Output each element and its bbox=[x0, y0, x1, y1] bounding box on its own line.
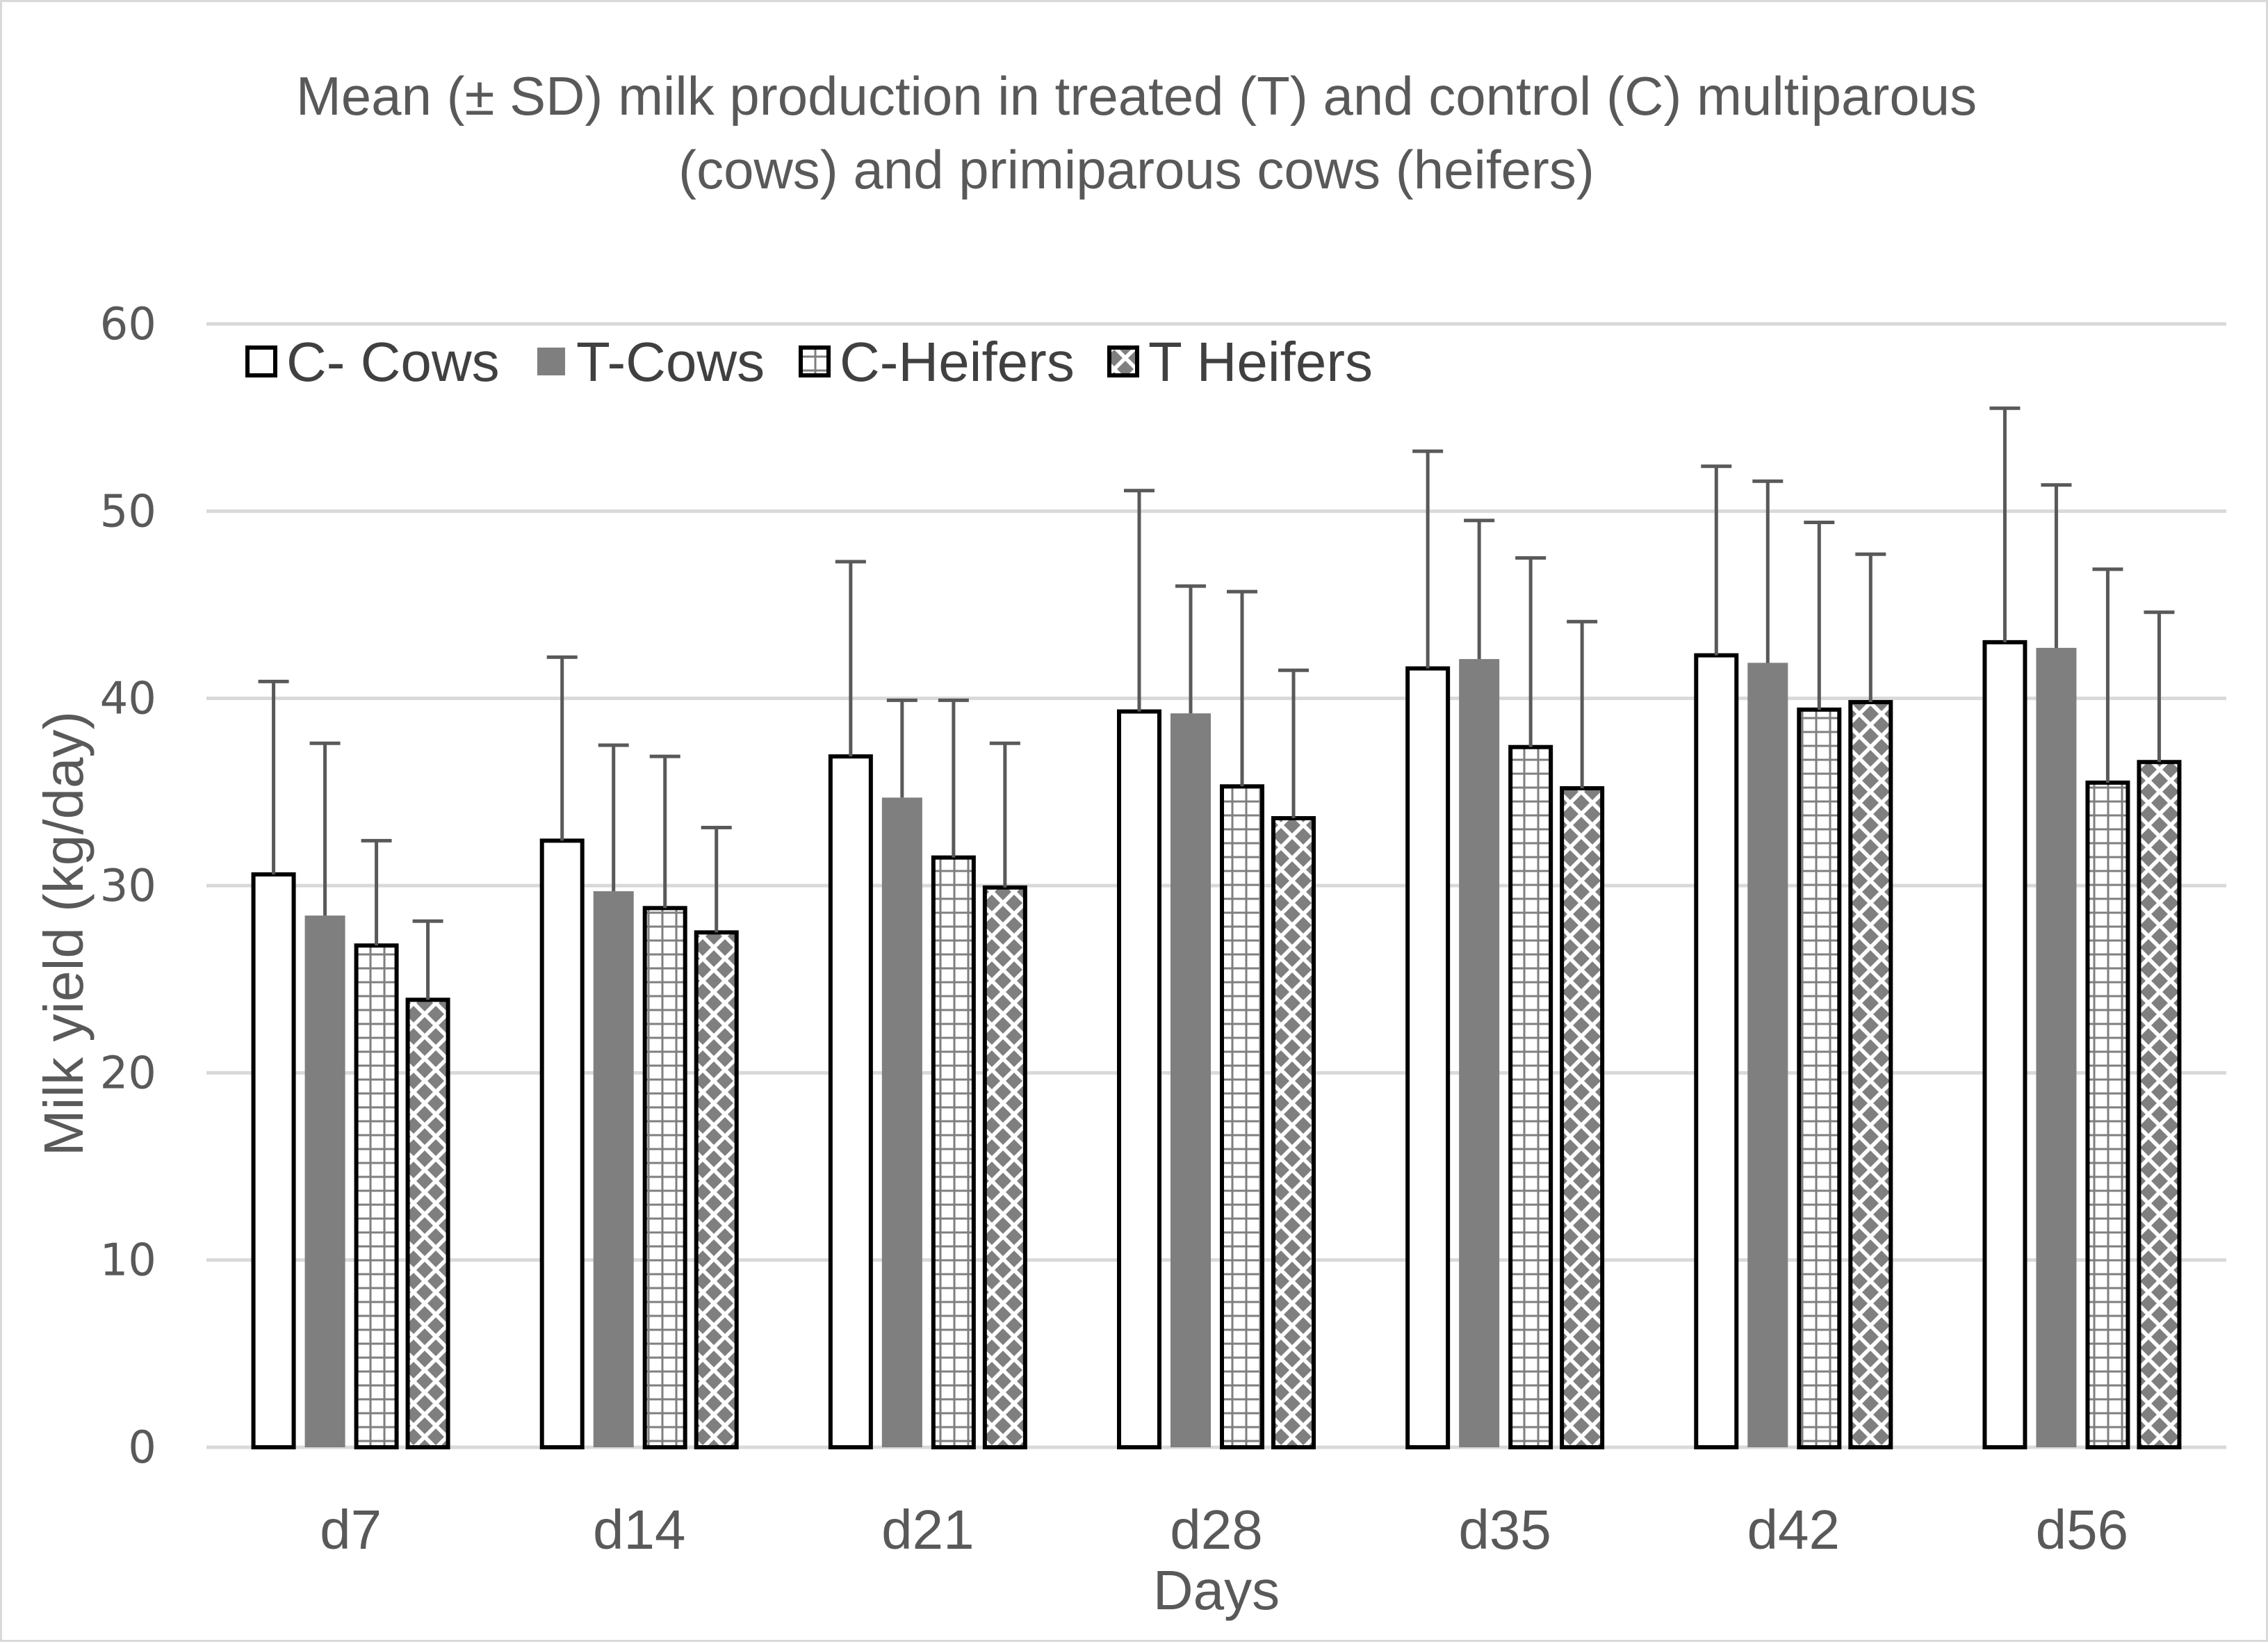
y-tick-label: 10 bbox=[100, 1235, 156, 1287]
bar-t-cows-d35 bbox=[1459, 659, 1500, 1447]
legend-swatch bbox=[245, 345, 277, 377]
error-bar-c-cows-d28 bbox=[1124, 489, 1155, 712]
y-tick-label: 20 bbox=[100, 1048, 156, 1099]
bar-t-heifers-d14 bbox=[694, 930, 739, 1450]
y-axis-title: Milk yield (kg/day) bbox=[33, 711, 95, 1156]
error-bar-t-cows-d42 bbox=[1752, 479, 1784, 663]
bar-c-cows-d7 bbox=[251, 872, 296, 1449]
error-bar-c-heifers-d21 bbox=[938, 698, 969, 858]
x-tick-label-d21: d21 bbox=[881, 1499, 974, 1561]
legend-label: T Heifers bbox=[1148, 331, 1373, 393]
legend-label: T-Cows bbox=[576, 331, 765, 393]
error-bar-c-cows-d42 bbox=[1701, 464, 1732, 656]
y-tick-label: 50 bbox=[100, 486, 156, 537]
bar-t-heifers-d42 bbox=[1848, 700, 1893, 1449]
error-bars-group bbox=[258, 406, 2175, 1000]
legend-item-c-cows: C- Cows bbox=[245, 331, 500, 393]
error-bar-t-heifers-d7 bbox=[412, 919, 443, 1000]
x-tick-label-d35: d35 bbox=[1458, 1499, 1551, 1561]
x-tick-label-d28: d28 bbox=[1170, 1499, 1262, 1561]
x-tick-label-d56: d56 bbox=[2036, 1499, 2128, 1561]
bar-c-cows-d21 bbox=[828, 754, 873, 1450]
bar-t-heifers-d28 bbox=[1271, 816, 1316, 1450]
error-bar-t-cows-d28 bbox=[1175, 584, 1206, 714]
error-bar-t-cows-d21 bbox=[886, 698, 917, 798]
bar-c-heifers-d56 bbox=[2085, 780, 2130, 1450]
x-tick-label-d42: d42 bbox=[1747, 1499, 1840, 1561]
error-bar-t-heifers-d35 bbox=[1567, 619, 1598, 788]
bar-c-cows-d28 bbox=[1117, 709, 1161, 1449]
bar-c-cows-d42 bbox=[1694, 653, 1739, 1449]
y-axis-tick-labels: 0 10 20 30 40 50 60 bbox=[100, 299, 156, 1474]
error-bar-c-cows-d7 bbox=[258, 679, 289, 874]
bar-c-heifers-d21 bbox=[931, 855, 976, 1449]
error-bar-c-heifers-d7 bbox=[361, 838, 392, 946]
bar-t-heifers-d21 bbox=[982, 885, 1027, 1449]
bar-t-heifers-d35 bbox=[1560, 786, 1605, 1449]
y-tick-label: 40 bbox=[100, 674, 156, 725]
error-bar-c-cows-d56 bbox=[1989, 406, 2021, 642]
chart-title-line-2: (cows) and primiparous cows (heifers) bbox=[678, 139, 1594, 200]
error-bar-c-heifers-d14 bbox=[649, 754, 680, 909]
error-bar-t-cows-d35 bbox=[1464, 519, 1495, 660]
x-tick-label-d7: d7 bbox=[320, 1499, 382, 1561]
x-axis-title: Days bbox=[1153, 1559, 1280, 1621]
legend-swatch bbox=[1107, 345, 1139, 377]
bar-c-heifers-d42 bbox=[1797, 707, 1842, 1449]
error-bar-c-cows-d35 bbox=[1412, 449, 1444, 669]
error-bar-t-heifers-d21 bbox=[989, 741, 1020, 888]
legend-item-t-cows: T-Cows bbox=[537, 331, 765, 393]
error-bar-t-cows-d7 bbox=[309, 741, 341, 916]
bar-t-cows-d7 bbox=[304, 915, 345, 1447]
y-tick-label: 0 bbox=[128, 1422, 156, 1474]
bar-t-heifers-d7 bbox=[405, 998, 450, 1449]
legend: C- Cows T-Cows C-Heifers T Heifers bbox=[245, 331, 1373, 393]
error-bar-t-heifers-d56 bbox=[2144, 610, 2175, 763]
error-bar-t-heifers-d14 bbox=[701, 826, 732, 933]
error-bar-c-heifers-d56 bbox=[2092, 567, 2123, 783]
bar-c-cows-d56 bbox=[1982, 640, 2028, 1449]
x-tick-label-d14: d14 bbox=[593, 1499, 685, 1561]
error-bar-c-heifers-d35 bbox=[1515, 556, 1547, 747]
bar-c-cows-d35 bbox=[1405, 666, 1451, 1449]
bar-c-heifers-d28 bbox=[1220, 784, 1264, 1449]
error-bar-t-cows-d14 bbox=[598, 743, 629, 892]
bar-c-heifers-d7 bbox=[354, 943, 399, 1449]
legend-item-t-heifers: T Heifers bbox=[1107, 331, 1373, 393]
bar-c-heifers-d35 bbox=[1508, 744, 1553, 1449]
bar-t-cows-d21 bbox=[881, 797, 922, 1447]
chart-title-line-1: Mean (± SD) milk production in treated (… bbox=[296, 65, 1977, 127]
bar-t-cows-d28 bbox=[1170, 713, 1211, 1447]
error-bar-t-heifers-d28 bbox=[1278, 668, 1309, 819]
bar-t-cows-d14 bbox=[593, 891, 634, 1447]
bar-t-heifers-d56 bbox=[2137, 760, 2182, 1449]
bar-t-cows-d42 bbox=[1747, 662, 1788, 1447]
error-bar-t-cows-d56 bbox=[2041, 483, 2072, 648]
error-bar-c-heifers-d28 bbox=[1227, 589, 1257, 787]
gridlines bbox=[206, 322, 2226, 1449]
error-bar-t-heifers-d42 bbox=[1855, 552, 1886, 703]
x-axis-category-labels: d7 d14 d21 d28 d35 d42 d56 bbox=[320, 1499, 2128, 1561]
legend-label: C-Heifers bbox=[840, 331, 1075, 393]
y-tick-label: 30 bbox=[100, 861, 156, 912]
bar-t-cows-d56 bbox=[2036, 647, 2077, 1447]
bar-c-cows-d14 bbox=[539, 838, 585, 1449]
legend-swatch bbox=[799, 345, 831, 377]
legend-item-c-heifers: C-Heifers bbox=[799, 331, 1075, 393]
error-bar-c-cows-d21 bbox=[835, 560, 866, 757]
error-bar-c-heifers-d42 bbox=[1804, 520, 1835, 710]
y-tick-label: 60 bbox=[100, 299, 156, 350]
bar-series-group bbox=[251, 640, 2182, 1450]
error-bar-c-cows-d14 bbox=[546, 655, 578, 841]
legend-label: C- Cows bbox=[286, 331, 500, 393]
bar-c-heifers-d14 bbox=[642, 906, 687, 1449]
legend-swatch bbox=[537, 348, 565, 375]
